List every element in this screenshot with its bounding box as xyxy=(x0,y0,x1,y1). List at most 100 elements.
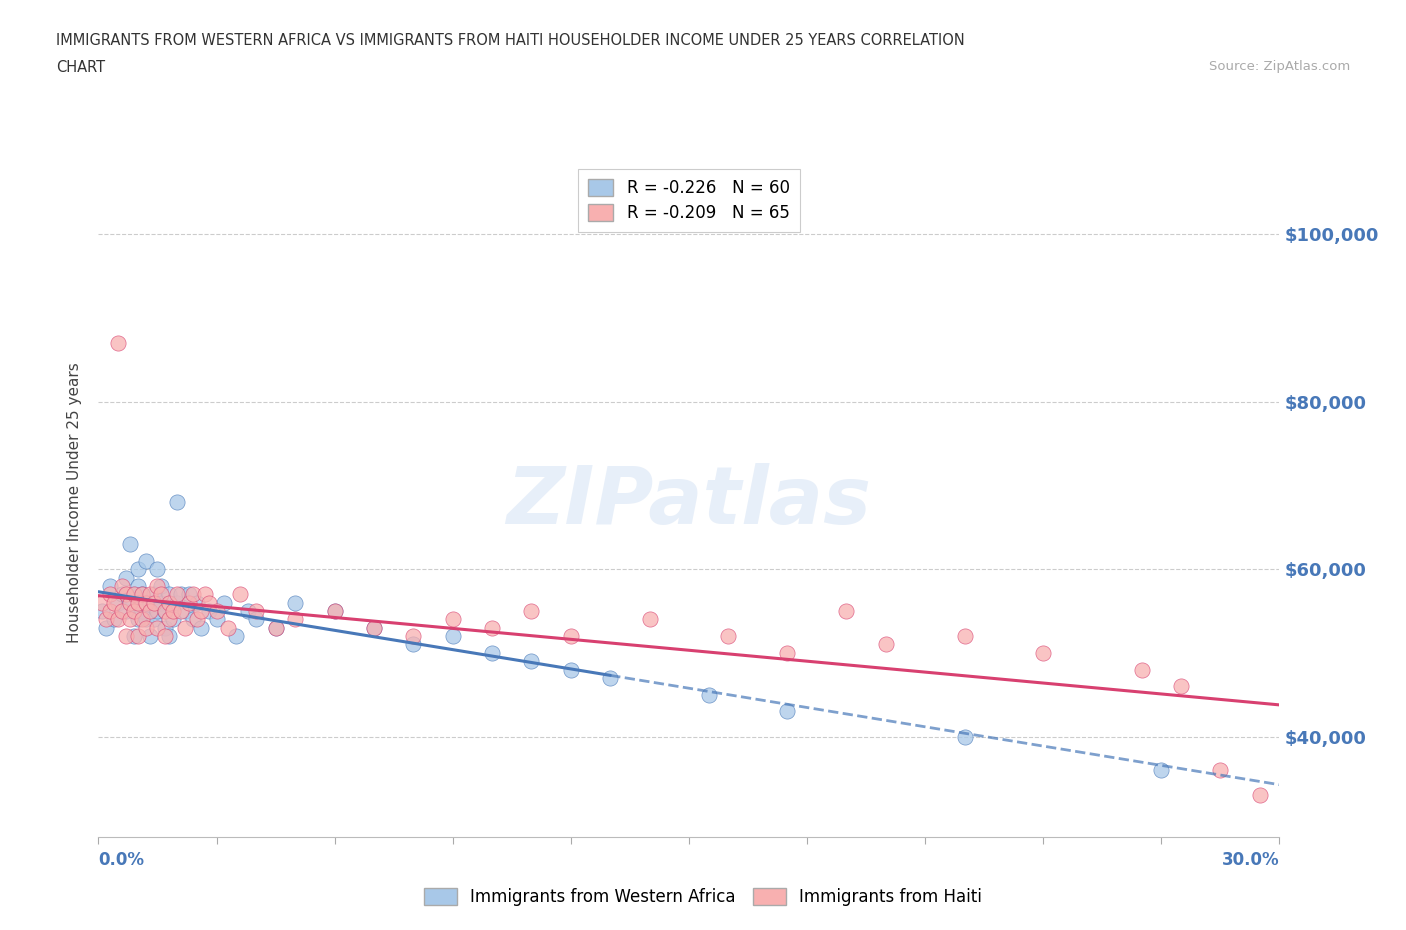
Point xyxy=(264,620,287,635)
Point xyxy=(122,587,145,602)
Point xyxy=(599,671,621,685)
Point xyxy=(177,595,200,610)
Point xyxy=(146,604,169,618)
Point xyxy=(1170,679,1192,694)
Point xyxy=(245,612,267,627)
Point xyxy=(186,595,208,610)
Point xyxy=(150,587,173,602)
Point xyxy=(402,637,425,652)
Point xyxy=(194,587,217,602)
Point xyxy=(98,604,121,618)
Point xyxy=(481,645,503,660)
Point xyxy=(131,612,153,627)
Point xyxy=(138,604,160,618)
Point xyxy=(155,604,177,618)
Point xyxy=(441,629,464,644)
Point xyxy=(115,604,138,618)
Point xyxy=(118,595,141,610)
Point xyxy=(103,612,125,627)
Point xyxy=(135,620,157,635)
Point xyxy=(638,612,661,627)
Point xyxy=(174,620,197,635)
Point xyxy=(111,578,134,593)
Point xyxy=(190,604,212,618)
Point xyxy=(138,629,160,644)
Point xyxy=(190,620,212,635)
Point xyxy=(776,645,799,660)
Point xyxy=(96,612,118,627)
Point xyxy=(1150,763,1173,777)
Point xyxy=(96,620,118,635)
Point xyxy=(181,612,204,627)
Point xyxy=(127,562,149,577)
Point xyxy=(205,604,228,618)
Point xyxy=(560,629,582,644)
Point xyxy=(150,595,173,610)
Point xyxy=(323,604,346,618)
Text: CHART: CHART xyxy=(56,60,105,75)
Point xyxy=(953,629,976,644)
Point xyxy=(1209,763,1232,777)
Point xyxy=(363,620,385,635)
Point xyxy=(157,587,180,602)
Text: ZIPatlas: ZIPatlas xyxy=(506,463,872,541)
Point xyxy=(197,604,219,618)
Point xyxy=(155,604,177,618)
Point xyxy=(181,587,204,602)
Point xyxy=(107,336,129,351)
Point xyxy=(146,562,169,577)
Point xyxy=(115,570,138,585)
Point xyxy=(98,587,121,602)
Point xyxy=(170,587,193,602)
Point xyxy=(111,587,134,602)
Point xyxy=(214,595,236,610)
Point xyxy=(127,612,149,627)
Y-axis label: Householder Income Under 25 years: Householder Income Under 25 years xyxy=(67,362,83,643)
Text: 30.0%: 30.0% xyxy=(1222,851,1279,870)
Point xyxy=(127,629,149,644)
Point xyxy=(520,654,543,669)
Point xyxy=(91,595,114,610)
Point xyxy=(284,612,307,627)
Point xyxy=(1032,645,1054,660)
Point xyxy=(131,587,153,602)
Point xyxy=(157,612,180,627)
Point xyxy=(166,595,188,610)
Point xyxy=(225,629,247,644)
Point xyxy=(441,612,464,627)
Text: 0.0%: 0.0% xyxy=(98,851,145,870)
Point xyxy=(122,604,145,618)
Point xyxy=(323,604,346,618)
Point xyxy=(835,604,858,618)
Legend: R = -0.226   N = 60, R = -0.209   N = 65: R = -0.226 N = 60, R = -0.209 N = 65 xyxy=(578,169,800,232)
Point xyxy=(520,604,543,618)
Point xyxy=(205,612,228,627)
Point xyxy=(186,612,208,627)
Point xyxy=(166,587,188,602)
Point xyxy=(402,629,425,644)
Point xyxy=(174,604,197,618)
Point xyxy=(162,604,184,618)
Point xyxy=(177,587,200,602)
Point xyxy=(118,537,141,551)
Point xyxy=(115,629,138,644)
Point xyxy=(103,595,125,610)
Point xyxy=(236,604,259,618)
Point xyxy=(170,604,193,618)
Point xyxy=(138,595,160,610)
Point xyxy=(131,587,153,602)
Point xyxy=(155,620,177,635)
Point xyxy=(131,604,153,618)
Point xyxy=(118,612,141,627)
Point xyxy=(229,587,252,602)
Point xyxy=(142,612,165,627)
Point xyxy=(197,595,219,610)
Point xyxy=(363,620,385,635)
Point xyxy=(135,595,157,610)
Point xyxy=(142,587,165,602)
Point xyxy=(122,587,145,602)
Point xyxy=(118,595,141,610)
Point xyxy=(146,578,169,593)
Point xyxy=(875,637,897,652)
Text: IMMIGRANTS FROM WESTERN AFRICA VS IMMIGRANTS FROM HAITI HOUSEHOLDER INCOME UNDER: IMMIGRANTS FROM WESTERN AFRICA VS IMMIGR… xyxy=(56,33,965,47)
